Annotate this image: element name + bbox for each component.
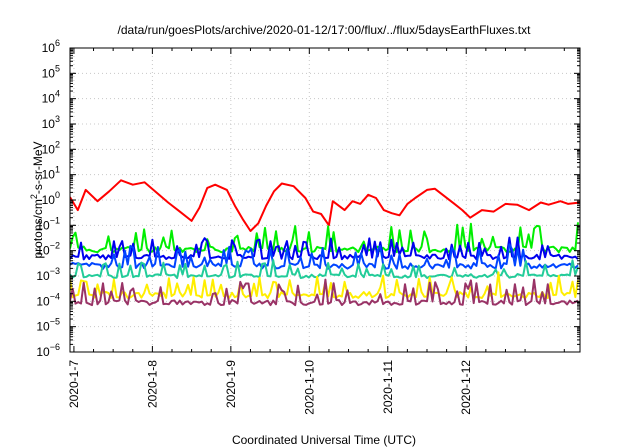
series-line <box>70 243 579 270</box>
y-tick-label: 100 <box>42 190 60 207</box>
y-tick-label: 104 <box>42 89 60 106</box>
y-tick-label: 106 <box>42 38 60 55</box>
y-axis-label: protons/cm2-s-sr-MeV <box>29 141 45 258</box>
y-tick-label: 103 <box>42 114 60 131</box>
y-tick-label: 10−4 <box>36 291 60 308</box>
x-tick-label: 2020-1-8 <box>145 360 159 408</box>
y-tick-label: 101 <box>42 165 60 182</box>
series-line <box>70 278 579 307</box>
plot-frame <box>69 47 581 353</box>
x-tick-label: 2020-1-11 <box>381 360 395 414</box>
series-line <box>70 259 579 279</box>
y-tick-label: 10−2 <box>36 241 60 258</box>
x-tick-label: 2020-1-7 <box>67 360 81 408</box>
series-line <box>70 179 580 232</box>
y-tick-label: 10−1 <box>36 215 60 232</box>
y-tick-label: 10−6 <box>36 342 60 359</box>
x-tick-label: 2020-1-9 <box>224 360 238 408</box>
series-lines <box>70 179 580 307</box>
chart-title: /data/run/goesPlots/archive/2020-01-12/1… <box>118 23 532 37</box>
y-tick-label: 10−5 <box>36 317 60 334</box>
x-axis-ticks: 2020-1-7 2020-1-8 2020-1-9 2020-1-10 2020-1-… <box>67 48 565 415</box>
x-tick-label: 2020-1-10 <box>302 360 316 415</box>
y-axis-ticks: 10−6 10−5 10−4 10−3 10−2 10−1 100 101 102 103 104 1… <box>36 38 580 359</box>
x-axis-label: Coordinated Universal Time (UTC) <box>232 433 416 447</box>
y-tick-label: 102 <box>42 139 60 156</box>
x-tick-label: 2020-1-12 <box>459 360 473 415</box>
y-tick-label: 105 <box>42 63 60 80</box>
y-tick-label: 10−3 <box>36 266 60 283</box>
grid-lines <box>70 47 580 353</box>
